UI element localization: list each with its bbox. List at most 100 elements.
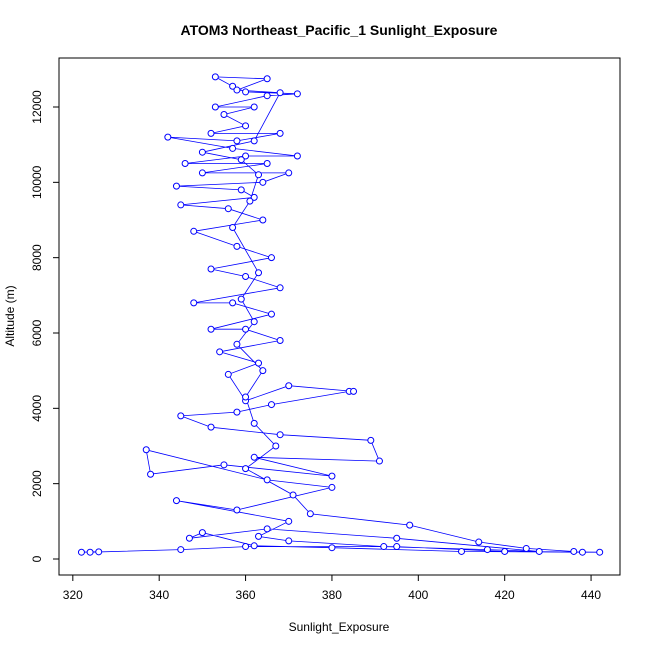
data-point (242, 88, 250, 96)
data-point (95, 548, 103, 556)
data-point (250, 103, 258, 111)
data-point (220, 111, 228, 119)
data-point (211, 103, 219, 111)
data-point (233, 86, 241, 94)
data-point (522, 544, 530, 552)
data-point (276, 431, 284, 439)
data-point (177, 201, 185, 209)
data-point (259, 216, 267, 224)
data-point (276, 89, 284, 97)
data-point (172, 182, 180, 190)
data-point (164, 133, 172, 141)
data-point (406, 521, 414, 529)
data-point (501, 547, 509, 555)
data-point (259, 178, 267, 186)
data-point (250, 318, 258, 326)
data-point (198, 169, 206, 177)
data-point (285, 169, 293, 177)
data-point (328, 472, 336, 480)
data-point (211, 73, 219, 81)
x-tick-label: 360 (236, 588, 256, 602)
data-point (250, 542, 258, 550)
data-point (185, 534, 193, 542)
data-point (207, 265, 215, 273)
data-point (596, 548, 604, 556)
plot-frame (58, 57, 621, 576)
data-point (535, 547, 543, 555)
data-point (375, 457, 383, 465)
data-point (181, 160, 189, 168)
data-point (570, 547, 578, 555)
data-point (285, 537, 293, 545)
data-point (267, 254, 275, 262)
data-point (77, 548, 85, 556)
data-point (293, 90, 301, 98)
data-point (242, 393, 250, 401)
data-point (246, 197, 254, 205)
data-point (263, 476, 271, 484)
data-point (276, 337, 284, 345)
series-line (81, 76, 600, 553)
data-point (242, 272, 250, 280)
data-point (242, 122, 250, 130)
data-point (237, 295, 245, 303)
data-point (233, 242, 241, 250)
data-point (216, 348, 224, 356)
data-point (233, 506, 241, 514)
data-point (263, 75, 271, 83)
data-point (177, 412, 185, 420)
data-point (142, 446, 150, 454)
data-point (272, 442, 280, 450)
data-point (86, 548, 94, 556)
data-point (207, 325, 215, 333)
data-point (255, 359, 263, 367)
data-point (242, 465, 250, 473)
data-point (229, 224, 237, 232)
y-tick-label: 6000 (30, 319, 44, 346)
data-point (177, 546, 185, 554)
data-point (263, 160, 271, 168)
data-point (328, 483, 336, 491)
data-point (380, 543, 388, 551)
data-point (255, 532, 263, 540)
y-tick-label: 10000 (30, 165, 44, 199)
data-point (259, 367, 267, 375)
data-point (190, 299, 198, 307)
chart-title: ATOM3 Northeast_Pacific_1 Sunlight_Expos… (181, 22, 498, 38)
data-point (483, 546, 491, 554)
data-point (250, 137, 258, 145)
data-point (198, 148, 206, 156)
y-tick-label: 8000 (30, 244, 44, 271)
data-point (306, 510, 314, 518)
data-point (328, 544, 336, 552)
data-point (276, 129, 284, 137)
data-point (224, 205, 232, 213)
data-point (267, 310, 275, 318)
y-axis-label: Altitude (m) (3, 285, 17, 346)
data-point (255, 171, 263, 179)
data-point (367, 436, 375, 444)
x-tick-label: 400 (408, 588, 428, 602)
data-point (458, 547, 466, 555)
x-tick-label: 320 (63, 588, 83, 602)
x-axis-label: Sunlight_Exposure (289, 620, 390, 634)
data-point (289, 491, 297, 499)
data-point (242, 543, 250, 551)
data-point (263, 92, 271, 100)
data-point (233, 408, 241, 416)
data-point (475, 538, 483, 546)
data-point (237, 156, 245, 164)
y-tick-label: 4000 (30, 395, 44, 422)
data-point (207, 423, 215, 431)
data-point (285, 517, 293, 525)
data-point (393, 543, 401, 551)
data-point (250, 193, 258, 201)
data-point (276, 284, 284, 292)
data-point (233, 340, 241, 348)
data-point (147, 470, 155, 478)
data-point (578, 548, 586, 556)
data-point (229, 82, 237, 90)
x-tick-label: 340 (149, 588, 169, 602)
data-point (224, 370, 232, 378)
